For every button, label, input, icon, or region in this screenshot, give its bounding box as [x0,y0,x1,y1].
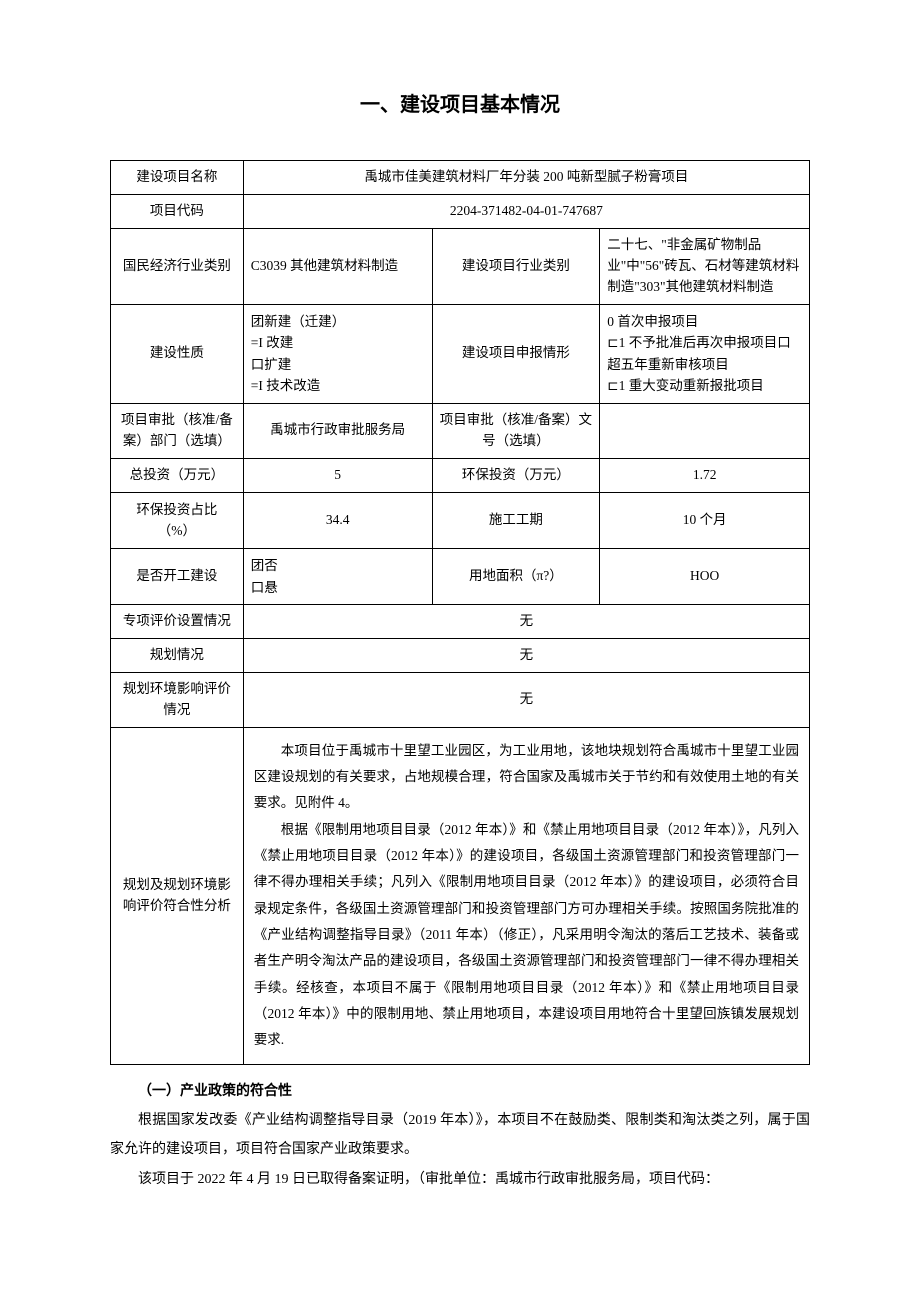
table-row: 项目审批（核准/备案）部门（选填） 禹城市行政审批服务局 项目审批（核准/备案）… [111,403,810,458]
table-row: 规划及规划环境影响评价符合性分析 本项目位于禹城市十里望工业园区，为工业用地，该… [111,727,810,1064]
value-analysis: 本项目位于禹城市十里望工业园区，为工业用地，该地块规划符合禹城市十里望工业园区建… [243,727,809,1064]
footer-section: （一）产业政策的符合性 根据国家发改委《产业结构调整指导目录（2019 年本）》… [110,1077,810,1195]
value-project-name: 禹城市佳美建筑材料厂年分装 200 吨新型腻子粉膏项目 [243,161,809,195]
value-planning: 无 [243,639,809,673]
label-planning: 规划情况 [111,639,244,673]
analysis-p2: 根据《限制用地项目目录（2012 年本）》和《禁止用地项目目录（2012 年本）… [254,817,799,1054]
label-land-area: 用地面积（π?） [432,548,600,604]
label-special-eval: 专项评价设置情况 [111,605,244,639]
table-row: 规划环境影响评价情况 无 [111,672,810,727]
table-row: 项目代码 2204-371482-04-01-747687 [111,194,810,228]
label-analysis: 规划及规划环境影响评价符合性分析 [111,727,244,1064]
label-env-invest: 环保投资（万元） [432,458,600,492]
table-row: 总投资（万元） 5 环保投资（万元） 1.72 [111,458,810,492]
project-info-table: 建设项目名称 禹城市佳美建筑材料厂年分装 200 吨新型腻子粉膏项目 项目代码 … [110,160,810,1065]
page-title: 一、建设项目基本情况 [110,90,810,120]
value-approval-no [600,403,810,458]
footer-p2: 该项目于 2022 年 4 月 19 日已取得备案证明，（审批单位：禹城市行政审… [110,1165,810,1194]
label-proj-industry: 建设项目行业类别 [432,228,600,304]
label-build-nature: 建设性质 [111,304,244,403]
analysis-p1: 本项目位于禹城市十里望工业园区，为工业用地，该地块规划符合禹城市十里望工业园区建… [254,738,799,817]
value-plan-env: 无 [243,672,809,727]
value-build-nature: 团新建（迁建） =I 改建 口扩建 =I 技术改造 [243,304,432,403]
table-row: 规划情况 无 [111,639,810,673]
label-plan-env: 规划环境影响评价情况 [111,672,244,727]
label-industry-cat: 国民经济行业类别 [111,228,244,304]
table-row: 国民经济行业类别 C3039 其他建筑材料制造 建设项目行业类别 二十七、"非金… [111,228,810,304]
value-duration: 10 个月 [600,492,810,548]
value-proj-industry: 二十七、"非金属矿物制品业"中"56"砖瓦、石材等建筑材料制造"303"其他建筑… [600,228,810,304]
label-declare-type: 建设项目申报情形 [432,304,600,403]
table-row: 专项评价设置情况 无 [111,605,810,639]
value-special-eval: 无 [243,605,809,639]
table-row: 建设性质 团新建（迁建） =I 改建 口扩建 =I 技术改造 建设项目申报情形 … [111,304,810,403]
value-env-invest: 1.72 [600,458,810,492]
label-duration: 施工工期 [432,492,600,548]
label-approval-dept: 项目审批（核准/备案）部门（选填） [111,403,244,458]
label-total-invest: 总投资（万元） [111,458,244,492]
value-project-code: 2204-371482-04-01-747687 [243,194,809,228]
label-project-code: 项目代码 [111,194,244,228]
footer-p1: 根据国家发改委《产业结构调整指导目录（2019 年本）》，本项目不在鼓励类、限制… [110,1106,810,1165]
label-started: 是否开工建设 [111,548,244,604]
value-declare-type: 0 首次申报项目 ⊏1 不予批准后再次申报项目口超五年重新审核项目 ⊏1 重大变… [600,304,810,403]
value-land-area: HOO [600,548,810,604]
value-industry-cat: C3039 其他建筑材料制造 [243,228,432,304]
label-approval-no: 项目审批（核准/备案）文号（选填） [432,403,600,458]
table-row: 环保投资占比 （%） 34.4 施工工期 10 个月 [111,492,810,548]
label-env-ratio: 环保投资占比 （%） [111,492,244,548]
table-row: 建设项目名称 禹城市佳美建筑材料厂年分装 200 吨新型腻子粉膏项目 [111,161,810,195]
value-env-ratio: 34.4 [243,492,432,548]
label-project-name: 建设项目名称 [111,161,244,195]
table-row: 是否开工建设 团否 口悬 用地面积（π?） HOO [111,548,810,604]
value-started: 团否 口悬 [243,548,432,604]
value-approval-dept: 禹城市行政审批服务局 [243,403,432,458]
footer-heading: （一）产业政策的符合性 [110,1077,810,1106]
value-total-invest: 5 [243,458,432,492]
